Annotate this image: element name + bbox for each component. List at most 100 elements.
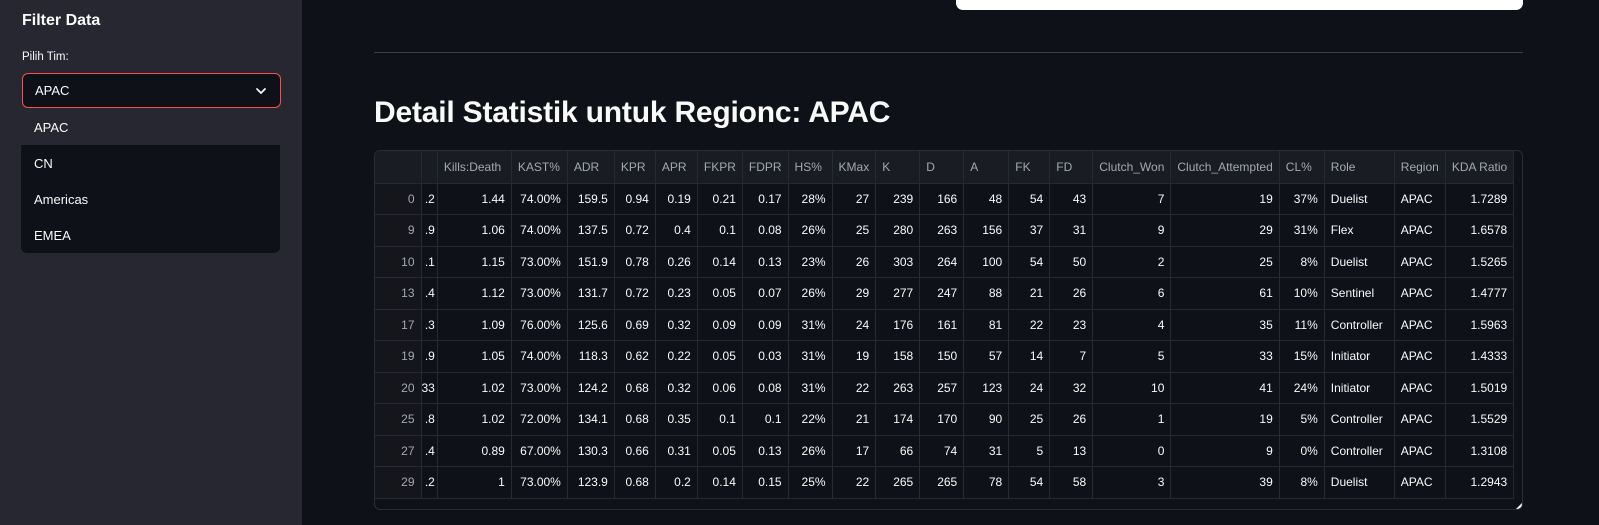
column-header[interactable]: K [875, 151, 921, 184]
table-cell[interactable]: 0.06 [697, 372, 743, 404]
table-cell[interactable]: 24% [1279, 372, 1325, 404]
table-cell[interactable]: 78 [963, 466, 1010, 499]
table-cell[interactable]: 37% [1279, 183, 1325, 215]
table-cell[interactable]: 0.07 [742, 277, 789, 310]
table-cell[interactable]: 0.26 [655, 246, 698, 278]
table-cell[interactable]: 67.00% [511, 435, 568, 467]
table-cell[interactable]: 5 [1008, 435, 1051, 467]
table-cell[interactable]: 88 [963, 277, 1010, 310]
table-cell[interactable]: 151.9 [567, 246, 615, 278]
table-cell[interactable]: 23 [1049, 309, 1094, 341]
table-cell[interactable]: 174 [875, 403, 921, 436]
table-cell[interactable]: 17 [832, 435, 877, 467]
table-cell[interactable]: 19 [832, 340, 877, 373]
table-cell[interactable]: 0 [1092, 435, 1172, 467]
table-cell[interactable]: 10 [1092, 372, 1172, 404]
table-cell[interactable]: 61 [1170, 277, 1280, 310]
table-cell[interactable]: 0.1 [742, 403, 789, 436]
table-cell[interactable]: 0.14 [697, 246, 743, 278]
table-cell[interactable]: 13 [1049, 435, 1094, 467]
table-cell[interactable]: 37 [1008, 214, 1051, 247]
table-cell[interactable]: 11% [1279, 309, 1325, 341]
chevron-down-icon[interactable] [254, 84, 268, 98]
table-cell[interactable]: 8% [1279, 466, 1325, 499]
table-cell[interactable]: Duelist [1324, 466, 1395, 499]
table-cell[interactable]: 134.1 [567, 403, 615, 436]
table-cell[interactable]: .9 [421, 214, 438, 247]
table-cell[interactable]: 31 [1049, 214, 1094, 247]
column-header[interactable]: FD [1049, 151, 1094, 184]
table-cell[interactable]: 0 [375, 183, 422, 215]
table-cell[interactable]: APAC [1394, 246, 1446, 278]
table-cell[interactable]: 0.21 [697, 183, 743, 215]
column-header[interactable]: Kills:Death [437, 151, 512, 184]
table-cell[interactable]: 43 [1049, 183, 1094, 215]
table-cell[interactable]: 0.05 [697, 277, 743, 310]
table-cell[interactable]: Duelist [1324, 246, 1395, 278]
table-cell[interactable]: 158 [875, 340, 921, 373]
table-cell[interactable]: Duelist [1324, 183, 1395, 215]
table-cell[interactable]: 33 [421, 372, 438, 404]
table-cell[interactable]: 20 [375, 372, 422, 404]
table-cell[interactable]: 76.00% [511, 309, 568, 341]
table-cell[interactable]: 0% [1279, 435, 1325, 467]
table-row[interactable]: 19.9 1.05 74.00% 118.3 0.62 0.22 0.05 0.03 31% 19… [375, 340, 1515, 373]
table-cell[interactable]: 24 [832, 309, 877, 341]
table-cell[interactable]: 66 [875, 435, 921, 467]
column-header[interactable]: KMax [832, 151, 877, 184]
table-cell[interactable]: 26% [788, 435, 833, 467]
table-cell[interactable]: 10 [375, 246, 422, 278]
column-header[interactable]: APR [655, 151, 698, 184]
table-cell[interactable]: 41 [1170, 372, 1280, 404]
table-cell[interactable]: 5 [1092, 340, 1172, 373]
table-cell[interactable]: 23% [788, 246, 833, 278]
option-emea[interactable]: EMEA [34, 227, 71, 243]
table-cell[interactable]: 22 [1008, 309, 1051, 341]
column-header[interactable]: KAST% [511, 151, 568, 184]
table-cell[interactable]: 0.19 [655, 183, 698, 215]
option-apac[interactable]: APAC [21, 109, 280, 145]
table-cell[interactable]: Controller [1324, 435, 1395, 467]
table-cell[interactable]: 1 [437, 466, 512, 499]
table-cell[interactable]: 124.2 [567, 372, 615, 404]
table-cell[interactable]: 263 [875, 372, 921, 404]
table-cell[interactable]: 25 [832, 214, 877, 247]
table-cell[interactable]: 1.5529 [1445, 403, 1515, 436]
table-cell[interactable]: 0.09 [742, 309, 789, 341]
table-cell[interactable]: 72.00% [511, 403, 568, 436]
table-cell[interactable]: 25 [1170, 246, 1280, 278]
table-cell[interactable]: 0.68 [614, 372, 656, 404]
table-cell[interactable]: 31% [788, 309, 833, 341]
team-select[interactable]: APAC [22, 73, 281, 108]
table-cell[interactable]: 0.68 [614, 403, 656, 436]
table-cell[interactable]: 0.2 [655, 466, 698, 499]
table-cell[interactable]: 3 [1092, 466, 1172, 499]
table-cell[interactable]: APAC [1394, 340, 1446, 373]
table-row[interactable]: 13.4 1.12 73.00% 131.7 0.72 0.23 0.05 0.07 26% 29… [375, 277, 1515, 310]
table-cell[interactable]: 33 [1170, 340, 1280, 373]
table-cell[interactable]: APAC [1394, 466, 1446, 499]
table-cell[interactable]: 1.44 [437, 183, 512, 215]
table-cell[interactable]: 0.17 [742, 183, 789, 215]
table-cell[interactable]: 35 [1170, 309, 1280, 341]
table-cell[interactable]: 31 [963, 435, 1010, 467]
table-cell[interactable]: APAC [1394, 183, 1446, 215]
table-cell[interactable]: 0.69 [614, 309, 656, 341]
table-cell[interactable]: 22 [832, 372, 877, 404]
table-cell[interactable]: 39 [1170, 466, 1280, 499]
table-cell[interactable]: .4 [421, 435, 438, 467]
table-cell[interactable]: 73.00% [511, 466, 568, 499]
table-cell[interactable]: 0.13 [742, 246, 789, 278]
table-cell[interactable]: 239 [875, 183, 921, 215]
table-cell[interactable]: 57 [963, 340, 1010, 373]
table-cell[interactable]: 100 [963, 246, 1010, 278]
table-cell[interactable]: 1.15 [437, 246, 512, 278]
column-header[interactable] [421, 151, 438, 184]
table-cell[interactable]: .3 [421, 309, 438, 341]
table-cell[interactable]: 31% [788, 340, 833, 373]
table-cell[interactable]: 8% [1279, 246, 1325, 278]
table-cell[interactable]: 13 [375, 277, 422, 310]
table-cell[interactable]: 2 [1092, 246, 1172, 278]
table-cell[interactable]: 170 [919, 403, 965, 436]
column-header[interactable]: Role [1324, 151, 1395, 184]
